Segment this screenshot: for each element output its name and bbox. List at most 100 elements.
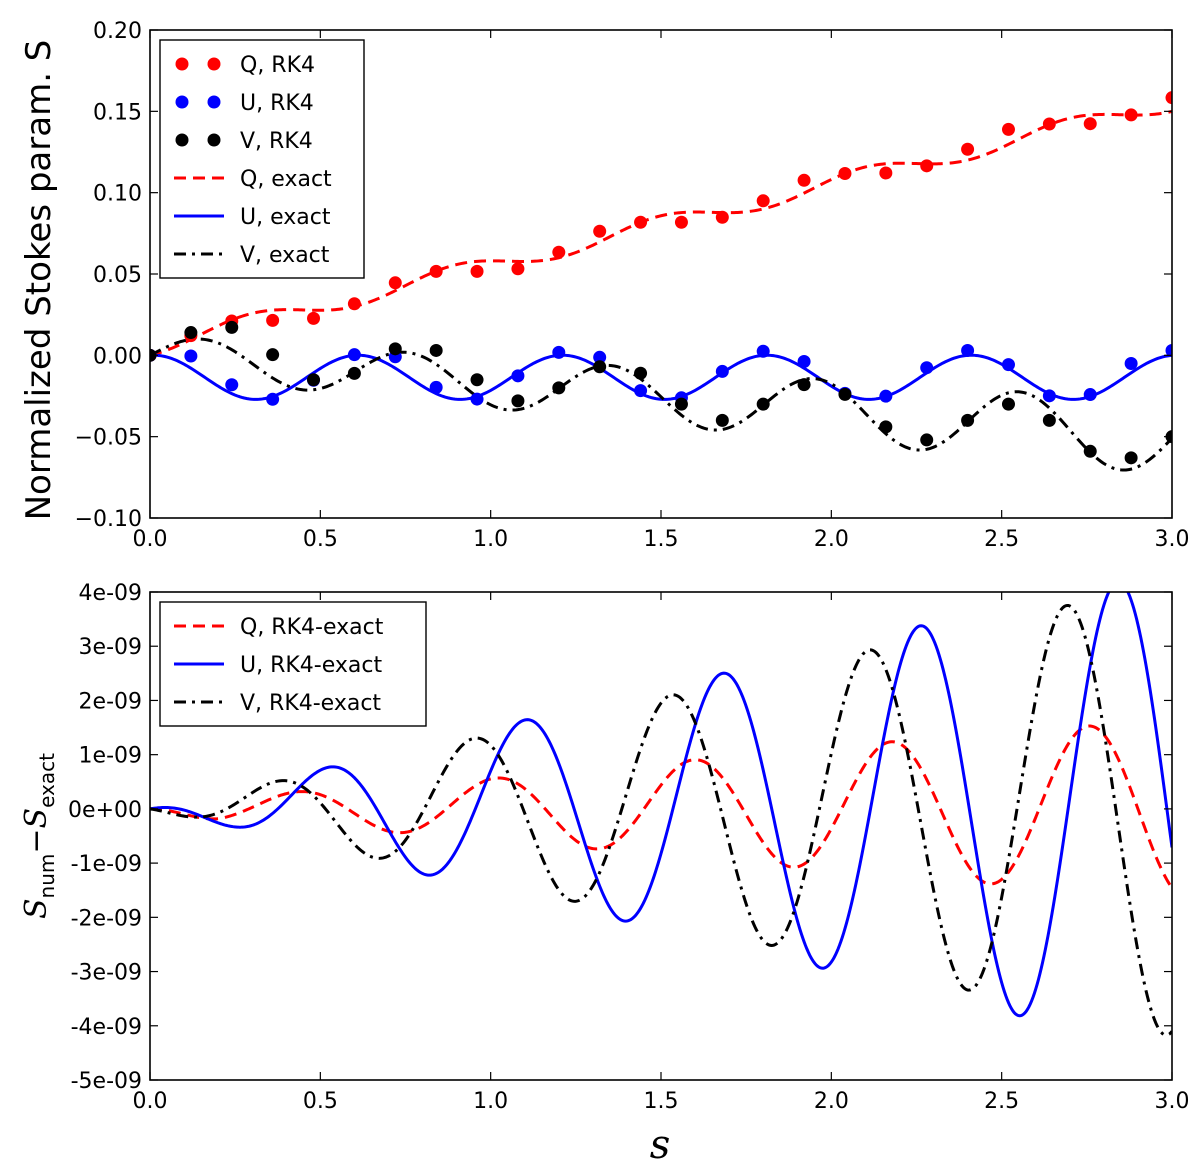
marker-u-rk4 [715,364,729,378]
stokes-xtick-label: 1.5 [644,527,679,552]
marker-q-rk4 [920,159,934,173]
marker-u-rk4 [879,389,893,403]
marker-q-rk4 [797,173,811,187]
marker-q-rk4 [511,262,525,276]
marker-v-rk4 [961,413,975,427]
residual-xtick-label: 2.5 [984,1089,1019,1114]
marker-q-rk4 [838,166,852,180]
marker-v-rk4 [838,387,852,401]
stokes-legend-label: Q, exact [240,167,332,192]
marker-v-rk4 [1083,444,1097,458]
marker-q-rk4 [634,215,648,229]
marker-v-rk4 [184,326,198,340]
marker-u-rk4 [429,380,443,394]
marker-q-rk4 [961,142,975,156]
stokes-series-layer [150,91,1172,472]
residual-legend-label: V, RK4-exact [240,691,381,716]
marker-v-rk4 [920,433,934,447]
stokes-legend-marker [175,133,189,147]
marker-u-rk4 [961,343,975,357]
stokes-legend-marker [207,95,221,109]
marker-u-rk4 [797,355,811,369]
marker-v-rk4 [1124,451,1138,465]
marker-u-rk4 [347,348,361,362]
marker-q-rk4 [715,210,729,224]
marker-u-rk4 [1165,343,1172,357]
stokes-ytick-label: −0.05 [75,426,142,451]
stokes-xtick-label: 2.0 [814,527,849,552]
stokes-legend: Q, RK4 U, RK4 V, RK4 Q, exact U, exact V, exa… [159,39,365,279]
residual-panel: 0.0 0.5 1.0 1.5 2.0 2.5 3.0 -5e-09 -4e-09 -3e-09 -… [19,581,1190,1168]
stokes-legend-marker [207,57,221,71]
stokes-legend-marker [175,95,189,109]
stokes-legend-box [159,39,365,279]
stokes-legend-label: Q, RK4 [240,53,315,78]
marker-v-rk4 [511,394,525,408]
marker-v-rk4 [429,343,443,357]
marker-v-rk4 [715,413,729,427]
stokes-y-axis-label: Normalized Stokes param. S [19,40,59,521]
marker-v-rk4 [797,378,811,392]
marker-u-rk4 [756,344,770,358]
residual-xtick-label: 1.0 [473,1089,508,1114]
marker-u-rk4 [225,378,239,392]
stokes-legend-marker [207,133,221,147]
residual-axes-ticks: 0.0 0.5 1.0 1.5 2.0 2.5 3.0 -5e-09 -4e-09 -3e-09 -… [68,581,1189,1114]
marker-q-rk4 [1124,108,1138,122]
marker-u-rk4 [634,384,648,398]
stokes-ytick-label: −0.10 [75,507,142,532]
marker-v-rk4 [593,360,607,374]
marker-q-rk4 [593,224,607,238]
residual-xtick-label: 1.5 [644,1089,679,1114]
marker-q-rk4 [347,297,361,311]
marker-u-rk4 [511,369,525,383]
marker-v-rk4 [552,381,566,395]
residual-legend-label: U, RK4-exact [240,653,382,678]
marker-u-rk4 [1001,358,1015,372]
residual-xtick-label: 0.5 [303,1089,338,1114]
marker-q-rk4 [1165,91,1172,105]
stokes-series-clip [150,91,1172,472]
series-u-exact [150,353,1172,401]
stokes-axes-ticks: 0.0 0.5 1.0 1.5 2.0 2.5 3.0 −0.10 −0.05 0.00 0.05 0… [75,19,1190,552]
marker-u-rk4 [593,350,607,364]
residual-ytick-label: 1e-09 [79,744,142,769]
marker-q-rk4 [552,245,566,259]
marker-q-rk4 [470,264,484,278]
stokes-legend-label: U, RK4 [240,91,314,116]
marker-q-rk4 [1001,122,1015,136]
stokes-ytick-label: 0.05 [93,263,142,288]
residual-xtick-label: 3.0 [1155,1089,1190,1114]
marker-q-rk4 [674,215,688,229]
marker-u-rk4 [920,361,934,375]
residual-series-clip [150,592,1172,1037]
marker-q-rk4 [1042,117,1056,131]
marker-v-rk4 [266,348,280,362]
marker-u-rk4 [470,392,484,406]
marker-v-rk4 [756,397,770,411]
residual-ytick-label: -5e-09 [71,1069,142,1094]
residual-legend-label: Q, RK4-exact [240,615,384,640]
stokes-legend-label: U, exact [240,205,331,230]
residual-series-layer [150,592,1172,1037]
marker-v-rk4 [225,320,239,334]
marker-q-rk4 [429,264,443,278]
residual-ytick-label: -3e-09 [71,961,142,986]
series-v-rk4-exact [150,603,1172,1037]
series-v-exact [150,337,1172,472]
residual-ytick-label: -4e-09 [71,1015,142,1040]
residual-x-axis-label: s [650,1122,671,1168]
residual-xtick-label: 0.0 [133,1089,168,1114]
marker-u-rk4 [266,392,280,406]
marker-u-rk4 [552,345,566,359]
residual-ytick-label: 0e+00 [68,798,142,823]
marker-q-rk4 [879,166,893,180]
marker-q-rk4 [1083,117,1097,131]
marker-v-rk4 [307,373,321,387]
stokes-ytick-label: 0.10 [93,182,142,207]
marker-v-rk4 [879,420,893,434]
marker-u-rk4 [184,349,198,363]
stokes-xtick-label: 0.5 [303,527,338,552]
marker-v-rk4 [347,366,361,380]
